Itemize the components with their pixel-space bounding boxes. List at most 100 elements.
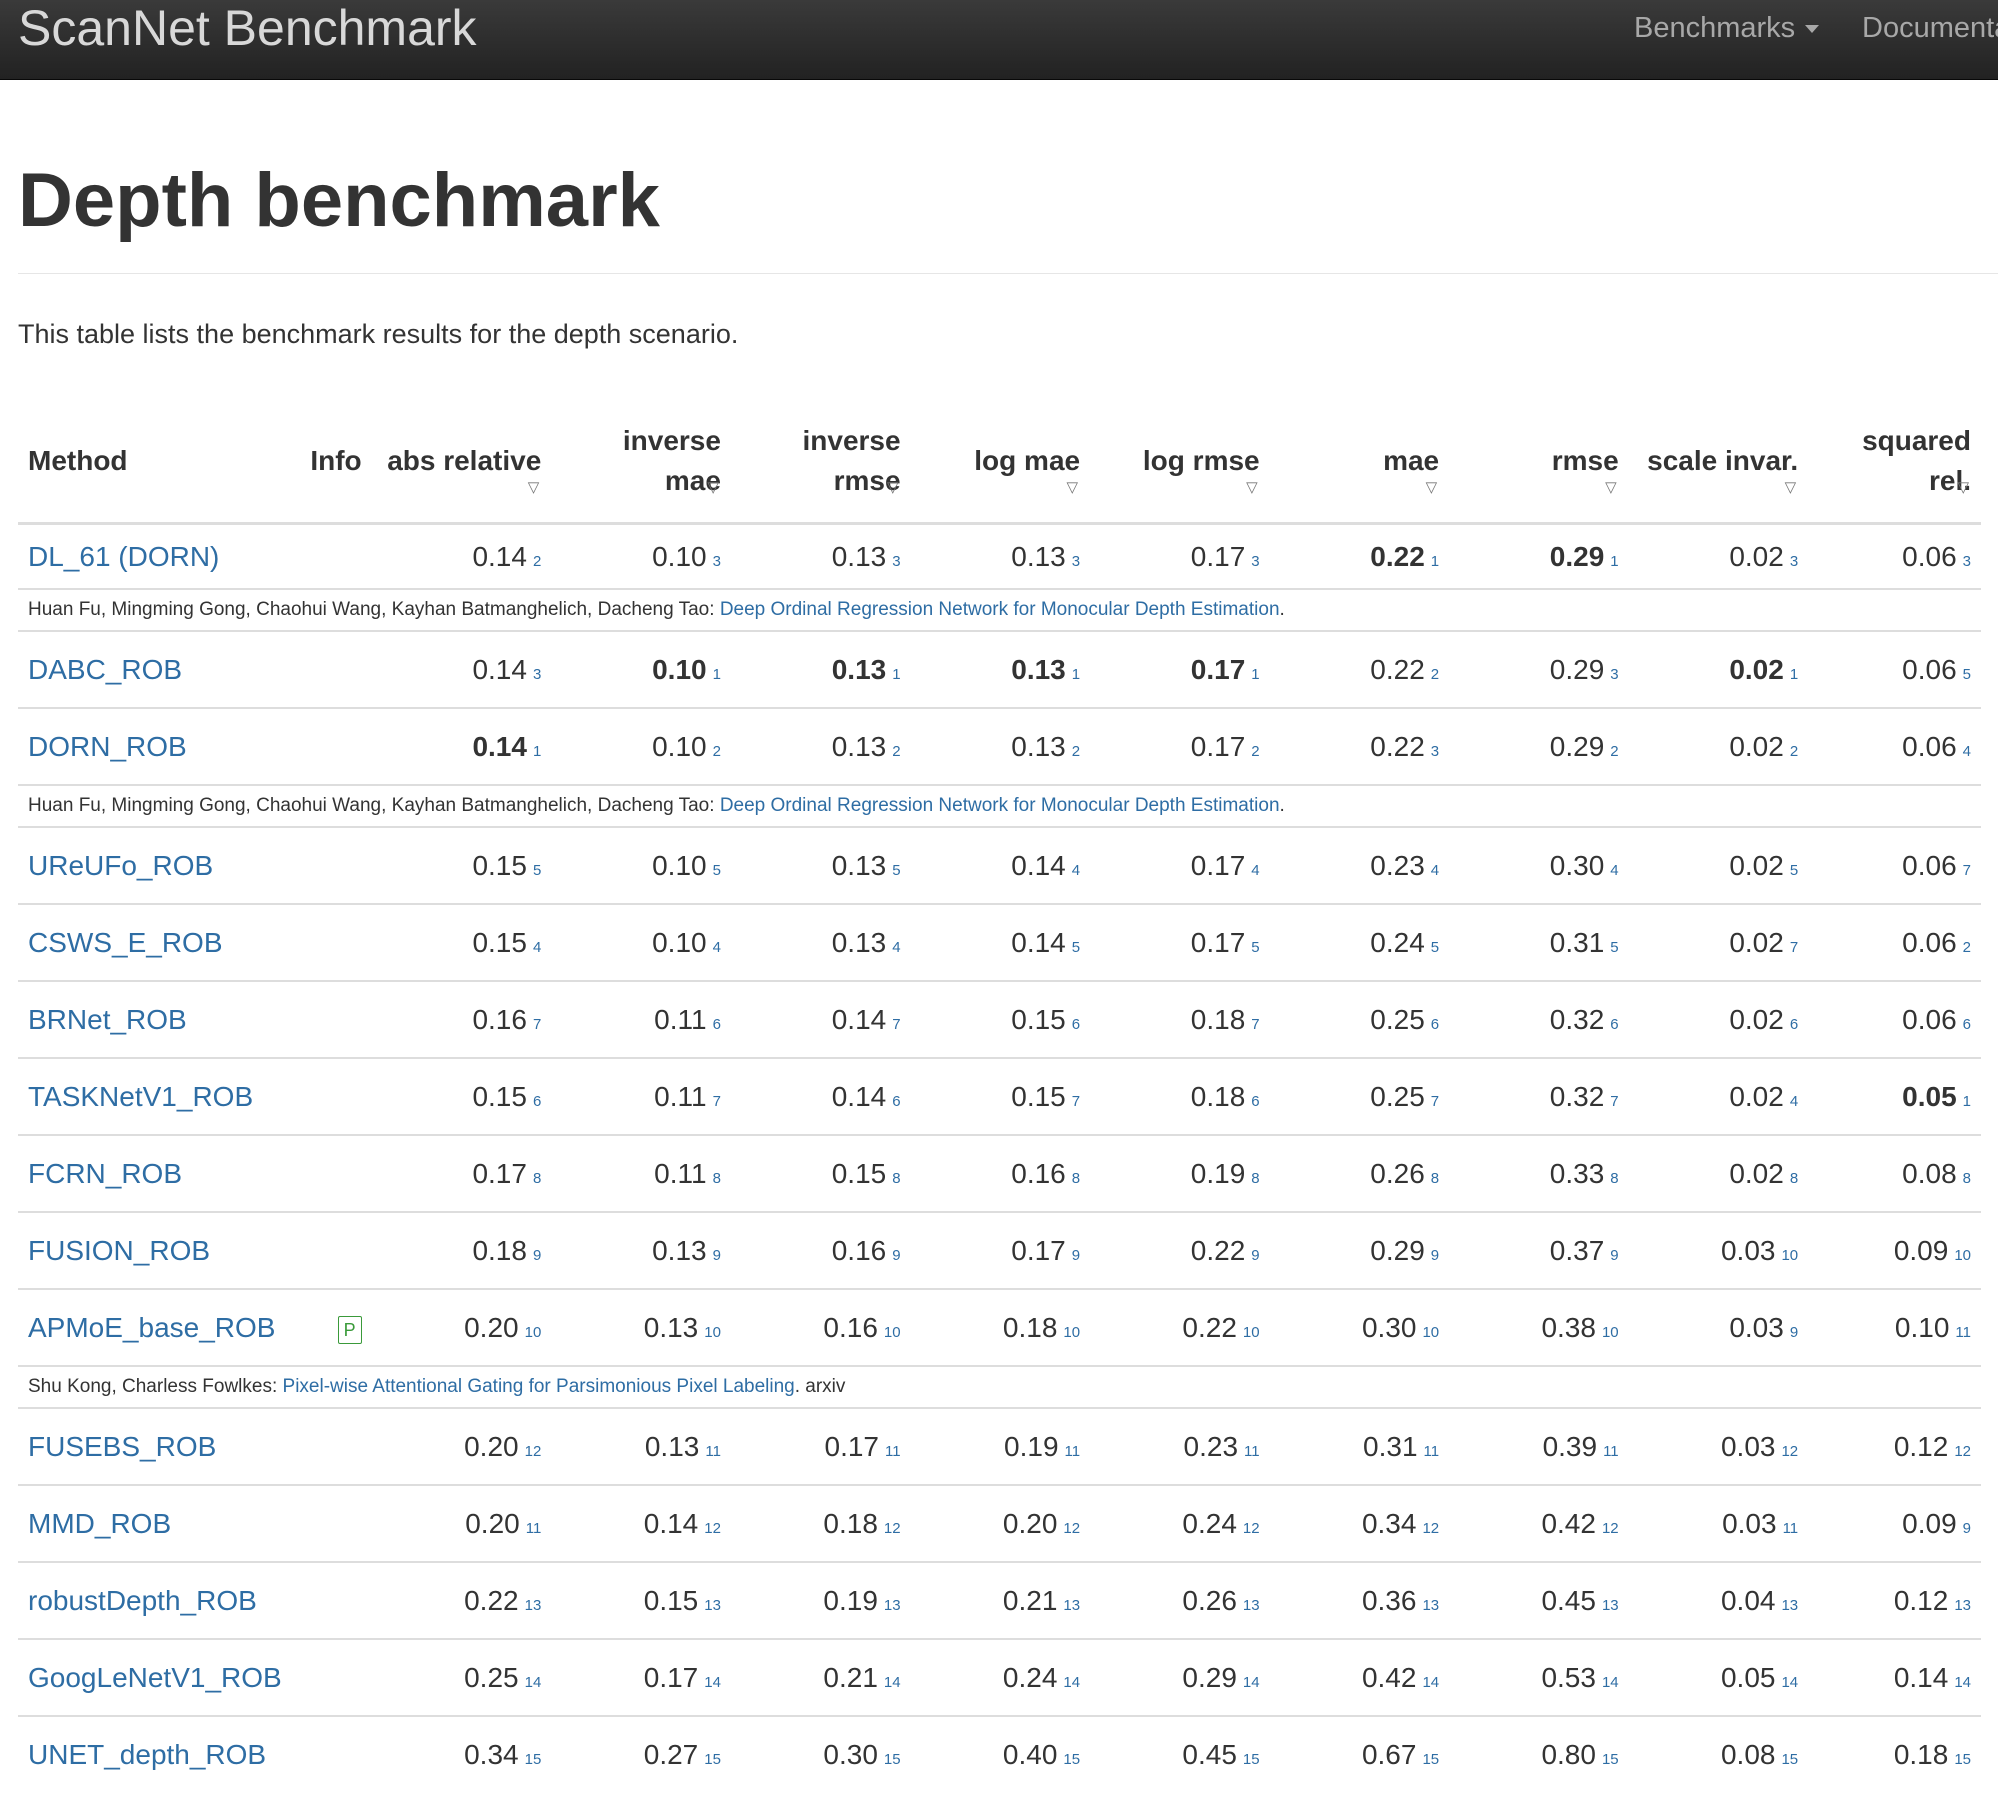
table-row: TASKNetV1_ROB 0.15 6 0.11 7 0.14 6 0.15 7 0.18 6 0.… xyxy=(18,1057,1981,1135)
method-cell: BRNet_ROB xyxy=(18,980,292,1058)
method-link[interactable]: TASKNetV1_ROB xyxy=(28,1080,254,1112)
metric-value: 0.29 xyxy=(1549,730,1605,762)
sort-triangle-icon[interactable]: ▽ xyxy=(1425,479,1438,496)
sort-triangle-icon[interactable]: ▽ xyxy=(1784,479,1797,496)
method-link[interactable]: DABC_ROB xyxy=(28,653,183,685)
method-link[interactable]: UNET_depth_ROB xyxy=(28,1738,267,1770)
table-row: FUSEBS_ROB 0.20 12 0.13 11 0.17 11 0.19 11 0.23 11… xyxy=(18,1407,1981,1485)
table-row: APMoE_base_ROB P 0.20 10 0.13 10 0.16 10 0.18 10 0… xyxy=(18,1288,1981,1366)
method-link[interactable]: FUSEBS_ROB xyxy=(28,1430,217,1462)
method-link[interactable]: FCRN_ROB xyxy=(28,1157,183,1189)
metric-value: 0.13 xyxy=(831,540,887,572)
metric-cell: 0.13 10 xyxy=(551,1288,731,1366)
method-link[interactable]: robustDepth_ROB xyxy=(28,1584,257,1616)
method-link[interactable]: APMoE_base_ROB xyxy=(28,1311,276,1343)
sort-triangle-icon[interactable]: ▽ xyxy=(707,479,719,496)
paper-link[interactable]: Deep Ordinal Regression Network for Mono… xyxy=(719,599,1280,620)
metric-rank: 12 xyxy=(524,1442,542,1460)
metric-rank: 8 xyxy=(712,1169,721,1187)
col-header-metric[interactable]: log mae ▽ xyxy=(910,399,1091,525)
metric-value: 0.13 xyxy=(831,730,887,762)
reference-row: Huan Fu, Mingming Gong, Chaohui Wang, Ka… xyxy=(18,588,1981,631)
method-link[interactable]: GoogLeNetV1_ROB xyxy=(28,1661,282,1693)
metric-rank: 8 xyxy=(1071,1169,1081,1187)
info-cell xyxy=(291,1407,372,1485)
metric-cell: 0.02 7 xyxy=(1628,903,1809,981)
method-link[interactable]: DL_61 (DORN) xyxy=(28,540,220,572)
method-link[interactable]: MMD_ROB xyxy=(28,1507,172,1539)
metric-rank: 6 xyxy=(532,1092,542,1110)
method-link[interactable]: BRNet_ROB xyxy=(28,1003,187,1035)
metric-rank: 12 xyxy=(1242,1519,1260,1537)
metric-rank: 9 xyxy=(1071,1246,1081,1264)
method-link[interactable]: CSWS_E_ROB xyxy=(28,926,223,958)
metric-value: 0.10 xyxy=(652,653,707,685)
col-header-metric[interactable]: squared rel. ▽ xyxy=(1808,399,1981,525)
method-link[interactable]: UReUFo_ROB xyxy=(28,849,214,881)
metric-rank: 1 xyxy=(712,665,721,683)
reference-suffix: . arxiv xyxy=(794,1376,846,1397)
metric-value: 0.22 xyxy=(464,1584,519,1616)
metric-value: 0.06 xyxy=(1902,540,1957,572)
col-header-metric[interactable]: scale invar. ▽ xyxy=(1628,399,1809,525)
metric-value: 0.29 xyxy=(1370,1234,1425,1266)
metric-rank: 10 xyxy=(704,1323,721,1341)
sort-triangle-icon[interactable]: ▽ xyxy=(1066,479,1079,496)
metric-value: 0.22 xyxy=(1182,1311,1237,1343)
col-header-metric[interactable]: log rmse ▽ xyxy=(1090,399,1270,525)
col-header-metric[interactable]: mae ▽ xyxy=(1269,399,1450,525)
paper-link[interactable]: Deep Ordinal Regression Network for Mono… xyxy=(719,795,1280,816)
metric-rank: 9 xyxy=(1789,1323,1799,1341)
metric-rank: 12 xyxy=(883,1519,901,1537)
metric-cell: 0.17 11 xyxy=(730,1407,911,1485)
metric-value: 0.14 xyxy=(472,653,527,685)
metric-value: 0.38 xyxy=(1541,1311,1596,1343)
col-header-metric[interactable]: inverse mae ▽ xyxy=(551,399,731,525)
method-link[interactable]: FUSION_ROB xyxy=(28,1234,211,1266)
metric-rank: 8 xyxy=(532,1169,542,1187)
metric-cell: 0.13 2 xyxy=(730,707,911,785)
metric-cell: 0.03 9 xyxy=(1628,1288,1809,1366)
metric-value: 0.02 xyxy=(1729,653,1784,685)
metric-value: 0.13 xyxy=(652,1234,707,1266)
benchmarks-dropdown[interactable]: Benchmarks xyxy=(1634,0,1820,56)
metric-rank: 4 xyxy=(1071,861,1081,879)
brand-link[interactable]: ScanNet Benchmark xyxy=(18,0,477,56)
col-header-method: Method xyxy=(18,399,292,525)
sort-triangle-icon[interactable]: ▽ xyxy=(1605,479,1617,496)
metric-cell: 0.11 8 xyxy=(551,1134,731,1212)
metric-value: 0.29 xyxy=(1549,540,1605,572)
metric-cell: 0.02 8 xyxy=(1628,1134,1809,1212)
metric-rank: 8 xyxy=(1430,1169,1440,1187)
metric-cell: 0.22 3 xyxy=(1269,707,1450,785)
metric-rank: 13 xyxy=(1242,1596,1260,1614)
paper-link[interactable]: Pixel-wise Attentional Gating for Parsim… xyxy=(282,1376,795,1397)
metric-value: 0.03 xyxy=(1720,1234,1776,1266)
documentation-link[interactable]: Documenta xyxy=(1862,0,1998,56)
method-link[interactable]: DORN_ROB xyxy=(28,730,187,762)
metric-cell: 0.13 9 xyxy=(551,1211,731,1289)
table-row: DABC_ROB 0.14 3 0.10 1 0.13 1 0.13 1 0.17 1 0.22 2 0.… xyxy=(18,630,1981,708)
metric-rank: 9 xyxy=(1962,1519,1971,1537)
metric-cell: 0.14 14 xyxy=(1808,1638,1981,1716)
metric-value: 0.03 xyxy=(1720,1430,1776,1462)
metric-rank: 5 xyxy=(1962,665,1971,683)
col-header-metric[interactable]: abs relative ▽ xyxy=(371,399,552,525)
col-header-metric[interactable]: inverse rmse ▽ xyxy=(730,399,911,525)
metric-cell: 0.29 2 xyxy=(1449,707,1629,785)
metric-value: 0.02 xyxy=(1729,926,1784,958)
metric-cell: 0.34 15 xyxy=(371,1715,552,1792)
metric-rank: 2 xyxy=(712,742,721,760)
sort-triangle-icon[interactable]: ▽ xyxy=(527,479,540,496)
metric-cell: 0.02 5 xyxy=(1628,826,1809,904)
col-header-metric[interactable]: rmse ▽ xyxy=(1449,399,1629,525)
sort-triangle-icon[interactable]: ▽ xyxy=(1957,479,1969,496)
sort-triangle-icon[interactable]: ▽ xyxy=(1246,479,1258,496)
metric-rank: 10 xyxy=(1781,1246,1799,1264)
metric-cell: 0.18 9 xyxy=(371,1211,552,1289)
metric-cell: 0.04 13 xyxy=(1628,1561,1809,1639)
sort-triangle-icon[interactable]: ▽ xyxy=(887,479,899,496)
info-cell xyxy=(291,903,372,981)
metric-value: 0.19 xyxy=(1004,1430,1059,1462)
info-cell xyxy=(291,1211,372,1289)
